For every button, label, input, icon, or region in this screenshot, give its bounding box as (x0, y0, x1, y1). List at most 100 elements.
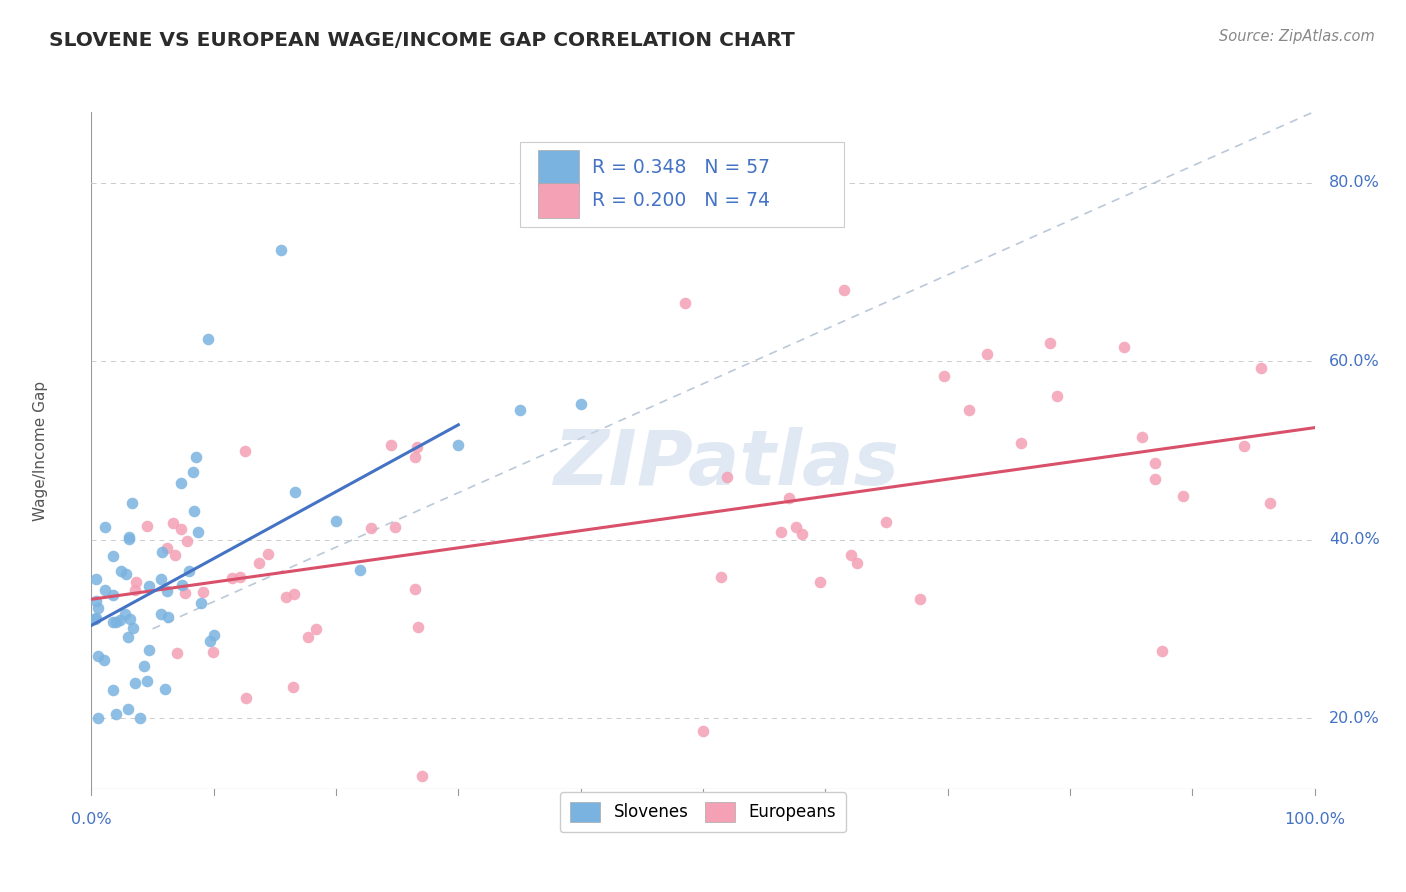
Point (284, 484, 307, 499)
Point (125, 574, 148, 589)
Point (94, 583, 117, 598)
Point (84, 573, 107, 587)
Point (569, 397, 592, 411)
Point (384, 520, 406, 534)
Point (135, 673, 157, 688)
Point (235, 690, 257, 705)
Point (179, 564, 201, 578)
Point (117, 532, 139, 546)
Point (114, 607, 136, 621)
Point (790, 527, 813, 541)
Point (1132, 430, 1154, 444)
Point (181, 465, 204, 479)
Text: 60.0%: 60.0% (1329, 354, 1381, 368)
Point (957, 403, 980, 417)
Point (166, 646, 188, 660)
Text: 20.0%: 20.0% (1329, 711, 1381, 725)
Point (103, 682, 125, 697)
Point (673, 296, 696, 310)
Point (117, 702, 139, 716)
Point (832, 283, 855, 297)
Point (1114, 340, 1136, 354)
Point (257, 547, 280, 561)
Point (174, 585, 197, 599)
Point (117, 630, 139, 644)
Point (405, 450, 427, 464)
Point (908, 591, 931, 606)
Text: 100.0%: 100.0% (1284, 812, 1346, 827)
Point (118, 612, 141, 626)
Point (121, 496, 143, 510)
Point (1250, 360, 1272, 375)
Point (93, 653, 115, 667)
Point (1143, 472, 1166, 486)
Point (110, 613, 132, 627)
Point (447, 438, 470, 452)
Point (692, 724, 714, 739)
Point (270, 243, 292, 257)
Point (509, 403, 531, 417)
Point (228, 570, 250, 584)
Point (129, 711, 152, 725)
Point (163, 548, 186, 562)
Point (349, 563, 371, 577)
Point (380, 437, 402, 451)
Point (190, 596, 212, 610)
Point (235, 444, 257, 458)
Point (785, 519, 807, 533)
Text: Source: ZipAtlas.com: Source: ZipAtlas.com (1219, 29, 1375, 44)
Point (1171, 489, 1194, 503)
Point (84, 594, 107, 608)
Point (103, 549, 125, 564)
Point (183, 504, 205, 518)
Text: ZIPatlas: ZIPatlas (554, 427, 900, 501)
Point (86, 648, 108, 663)
Point (176, 534, 198, 549)
Point (86, 711, 108, 725)
Text: 40.0%: 40.0% (1329, 533, 1381, 547)
Point (841, 549, 863, 563)
Point (1233, 439, 1256, 453)
Text: 0.0%: 0.0% (72, 812, 111, 827)
Point (156, 584, 179, 599)
Point (101, 615, 124, 630)
Point (105, 615, 128, 630)
Point (1258, 496, 1281, 510)
Point (150, 607, 173, 621)
Point (191, 584, 214, 599)
Point (281, 680, 304, 694)
Point (170, 476, 193, 491)
Point (808, 574, 831, 589)
Point (202, 628, 225, 642)
Text: Wage/Income Gap: Wage/Income Gap (32, 380, 48, 521)
Text: R = 0.348   N = 57: R = 0.348 N = 57 (592, 158, 769, 178)
Legend: Slovenes, Europeans: Slovenes, Europeans (560, 791, 846, 832)
Point (360, 521, 382, 535)
Point (187, 524, 209, 539)
Point (406, 620, 429, 634)
Point (84, 611, 107, 625)
Point (110, 564, 132, 578)
Point (1143, 456, 1166, 470)
Point (136, 519, 159, 533)
Point (124, 676, 146, 690)
Point (84, 612, 107, 626)
Point (138, 643, 160, 657)
Point (221, 571, 243, 585)
Point (976, 347, 998, 361)
Point (1010, 436, 1032, 450)
Point (297, 630, 319, 644)
Point (202, 644, 225, 658)
Point (149, 572, 172, 586)
Text: SLOVENE VS EUROPEAN WAGE/INCOME GAP CORRELATION CHART: SLOVENE VS EUROPEAN WAGE/INCOME GAP CORR… (49, 31, 794, 50)
Point (274, 590, 297, 604)
Point (846, 556, 869, 570)
Point (1150, 644, 1173, 658)
Point (770, 525, 793, 540)
Point (150, 544, 173, 558)
Point (162, 516, 184, 530)
Point (138, 579, 160, 593)
Point (305, 622, 328, 636)
Point (406, 440, 429, 454)
Point (283, 587, 305, 601)
